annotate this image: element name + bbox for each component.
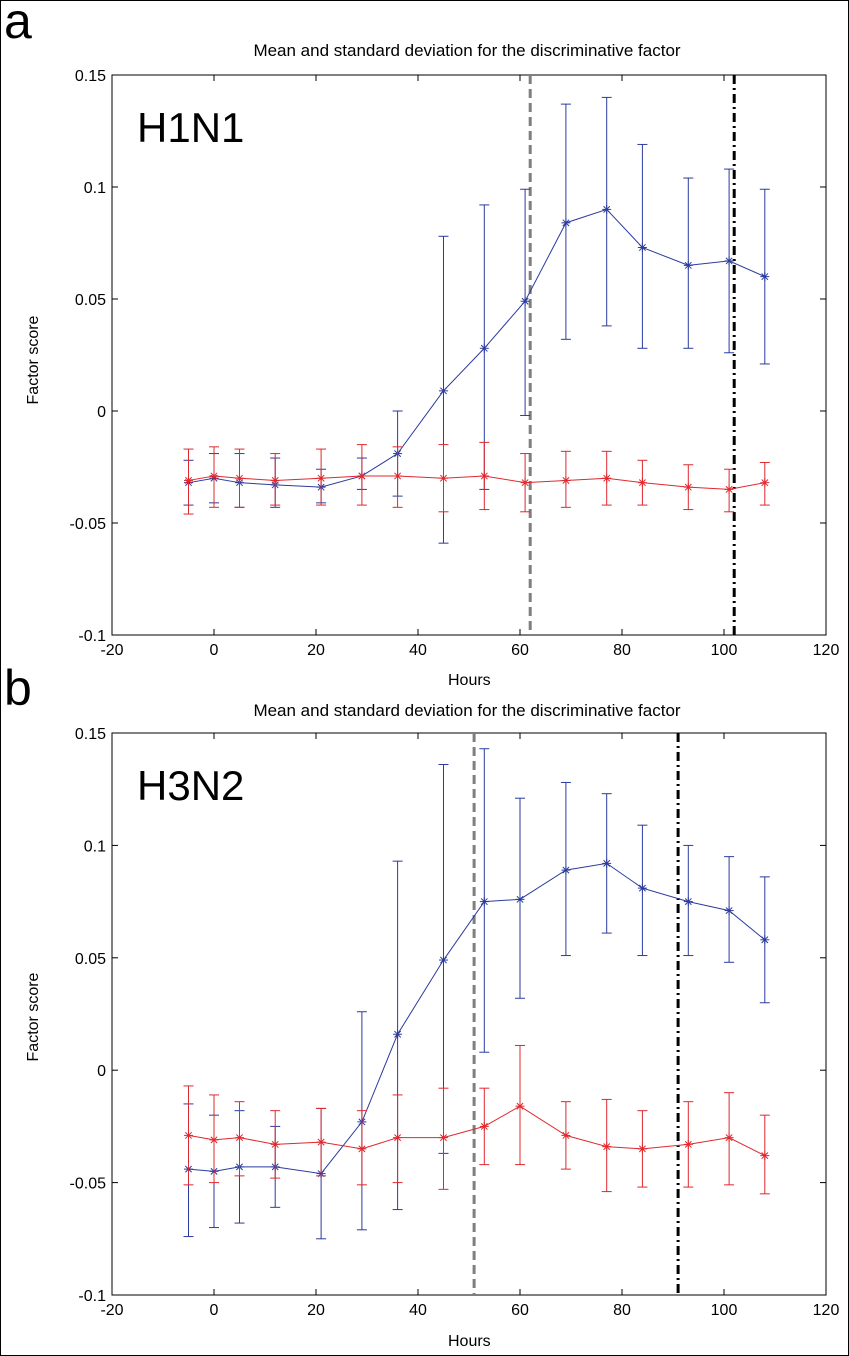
y-tick-label-b: 0.1	[84, 838, 106, 855]
blue-series-b-point	[602, 858, 612, 868]
x-tick-label-b: 100	[711, 1302, 738, 1319]
red-series-a-point	[520, 478, 530, 488]
red-series-a-point	[270, 475, 280, 485]
red-series-b-point	[209, 1135, 219, 1145]
x-tick-label-a: 20	[307, 642, 325, 659]
x-tick-label-b: 120	[813, 1302, 840, 1319]
blue-series-b-point	[439, 955, 448, 965]
blue-series-a-point	[760, 272, 770, 282]
red-series-b-point	[561, 1130, 571, 1140]
x-tick-label-a: 80	[613, 642, 631, 659]
plot-area-b	[111, 732, 827, 1296]
blue-series-a-point	[439, 386, 448, 396]
blue-series-b-point	[760, 935, 770, 945]
y-tick-label-a: 0.1	[84, 180, 106, 197]
blue-series-b-point	[393, 1029, 403, 1039]
x-tick-label-b: 40	[409, 1302, 427, 1319]
strain-label-a: H1N1	[137, 104, 245, 151]
blue-series-a-point	[561, 218, 571, 228]
red-series-a-point	[561, 475, 571, 485]
x-tick-label-a: 0	[210, 642, 219, 659]
y-tick-label-b: 0.05	[75, 951, 106, 968]
red-series-a-point	[439, 473, 448, 483]
blue-series-a-point	[602, 204, 612, 214]
red-series-a-point	[479, 471, 489, 481]
blue-series-a-line	[188, 208, 766, 488]
red-series-a-point	[393, 471, 403, 481]
x-tick-label-b: 20	[307, 1302, 325, 1319]
red-series-b-point	[316, 1137, 326, 1147]
red-series-b-line	[188, 1105, 766, 1157]
y-tick-label-b: 0.15	[75, 726, 106, 743]
red-series-b-point	[479, 1121, 489, 1131]
red-series-b-point	[602, 1142, 612, 1152]
red-series-b-point	[760, 1151, 770, 1161]
x-tick-label-b: 80	[613, 1302, 631, 1319]
red-series-b-point	[439, 1133, 448, 1143]
x-tick-label-a: 60	[511, 642, 529, 659]
red-series-b-point	[270, 1139, 280, 1149]
x-tick-label-b: 0	[210, 1302, 219, 1319]
y-tick-label-a: 0	[97, 404, 106, 421]
blue-series-a-point	[520, 296, 530, 306]
red-series-b-point	[515, 1101, 525, 1111]
blue-series-a-point	[637, 242, 647, 252]
y-tick-label-b: -0.1	[78, 1288, 106, 1305]
blue-series-b-line	[188, 862, 766, 1175]
red-series-b-point	[357, 1144, 367, 1154]
red-series-a-point	[316, 473, 326, 483]
x-axis-label-b: Hours	[448, 1333, 491, 1350]
blue-series-b-point	[515, 894, 525, 904]
x-tick-label-a: 40	[409, 642, 427, 659]
y-tick-label-a: -0.1	[78, 628, 106, 645]
red-series-b-point	[184, 1130, 193, 1140]
red-series-b-point	[683, 1139, 693, 1149]
x-tick-label-a: -20	[100, 642, 123, 659]
blue-series-b-point	[561, 865, 571, 875]
blue-series-b-point	[637, 883, 647, 893]
red-series-a-point	[724, 484, 734, 494]
red-series-b-point	[724, 1133, 734, 1143]
x-axis-label-a: Hours	[448, 672, 491, 689]
red-series-a-point	[760, 478, 770, 488]
blue-series-b-point	[724, 906, 734, 916]
y-tick-label-a: 0.05	[75, 292, 106, 309]
panel-letter-a: a	[4, 0, 32, 49]
red-series-a-point	[602, 473, 612, 483]
blue-series-b-point	[479, 897, 489, 907]
red-series-b-point	[637, 1144, 647, 1154]
x-tick-label-b: 60	[511, 1302, 529, 1319]
y-tick-label-b: -0.05	[70, 1176, 107, 1193]
plot-area-a	[111, 74, 827, 636]
y-tick-label-a: -0.05	[70, 516, 107, 533]
blue-series-a-point	[683, 260, 693, 270]
red-series-a-line	[188, 475, 765, 490]
red-series-a-point	[184, 475, 193, 485]
x-tick-label-a: 100	[711, 642, 738, 659]
blue-series-b-point	[683, 897, 693, 907]
red-series-b-point	[235, 1133, 244, 1143]
y-tick-label-a: 0.15	[75, 68, 106, 85]
red-series-a-point	[683, 482, 693, 492]
x-tick-label-b: -20	[100, 1302, 123, 1319]
panel-letter-b: b	[4, 660, 32, 716]
red-series-a-point	[209, 471, 219, 481]
blue-series-a-point	[724, 256, 734, 266]
x-tick-label-a: 120	[813, 642, 840, 659]
chart-title-a: Mean and standard deviation for the disc…	[253, 41, 681, 60]
red-series-a-point	[357, 471, 367, 481]
blue-series-a-point	[479, 343, 489, 353]
strain-label-b: H3N2	[137, 762, 245, 809]
red-series-a-point	[637, 478, 647, 488]
y-tick-label-b: 0	[97, 1063, 106, 1080]
red-series-b-point	[393, 1133, 403, 1143]
red-series-a-point	[235, 473, 244, 483]
chart-title-b: Mean and standard deviation for the disc…	[253, 701, 681, 720]
